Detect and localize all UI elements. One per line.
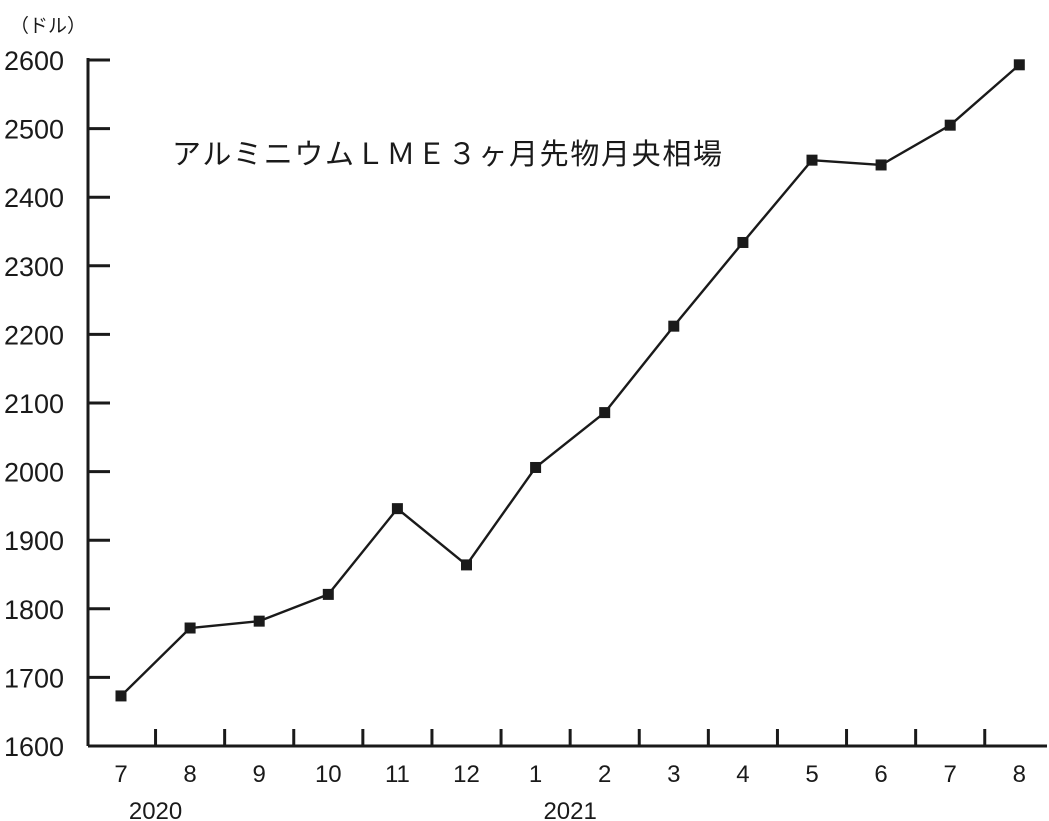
data-series bbox=[115, 59, 1025, 702]
y-tick-label: 2600 bbox=[4, 46, 64, 76]
x-tick-label: 5 bbox=[805, 761, 818, 788]
y-tick-label: 2000 bbox=[4, 458, 64, 488]
data-point bbox=[461, 559, 472, 571]
y-tick-label: 2100 bbox=[4, 389, 64, 419]
x-tick-label: 10 bbox=[315, 761, 342, 788]
chart-title: アルミニウムＬＭＥ３ヶ月先物月央相場 bbox=[172, 137, 722, 171]
y-tick-label: 2200 bbox=[4, 320, 64, 350]
data-point bbox=[115, 690, 127, 702]
data-point bbox=[668, 320, 680, 332]
x-tick-label: 2 bbox=[598, 761, 611, 788]
y-tick-label: 2300 bbox=[4, 252, 64, 282]
x-tick-label: 9 bbox=[253, 761, 266, 788]
y-axis-ticks: 1600 1700 1800 1900 2000 2100 2200 2300 2400 2500… bbox=[4, 46, 110, 762]
data-point bbox=[737, 236, 749, 248]
x-tick-label: 4 bbox=[736, 761, 749, 788]
data-point bbox=[253, 615, 265, 627]
y-tick-label: 2400 bbox=[4, 183, 64, 213]
x-tick-label: 1 bbox=[529, 761, 542, 788]
x-tick-label: 12 bbox=[453, 761, 480, 788]
data-point bbox=[599, 407, 611, 419]
data-point bbox=[806, 154, 818, 166]
x-tick-label: 11 bbox=[385, 761, 410, 788]
x-tick-label: 6 bbox=[874, 761, 887, 788]
y-tick-label: 1700 bbox=[4, 663, 64, 693]
data-point bbox=[1013, 59, 1025, 71]
y-tick-label: 1800 bbox=[4, 595, 64, 625]
x-tick-label: 8 bbox=[183, 761, 196, 788]
y-tick-label: 1600 bbox=[4, 732, 64, 762]
data-point bbox=[322, 588, 334, 600]
data-point bbox=[391, 503, 403, 515]
year-label: 2020 bbox=[129, 798, 182, 821]
data-point bbox=[944, 119, 956, 131]
series-line bbox=[120, 63, 1021, 697]
y-tick-label: 1900 bbox=[4, 526, 64, 556]
x-tick-label: 3 bbox=[667, 761, 680, 788]
data-point bbox=[184, 622, 196, 634]
data-point bbox=[875, 159, 887, 171]
y-axis-unit-label: （ドル） bbox=[10, 15, 86, 37]
x-tick-label: 8 bbox=[1013, 761, 1026, 788]
x-tick-label: 7 bbox=[114, 761, 127, 788]
x-tick-label: 7 bbox=[944, 761, 957, 788]
year-label: 2021 bbox=[543, 798, 596, 821]
data-point bbox=[530, 461, 542, 473]
y-tick-label: 2500 bbox=[4, 115, 64, 145]
